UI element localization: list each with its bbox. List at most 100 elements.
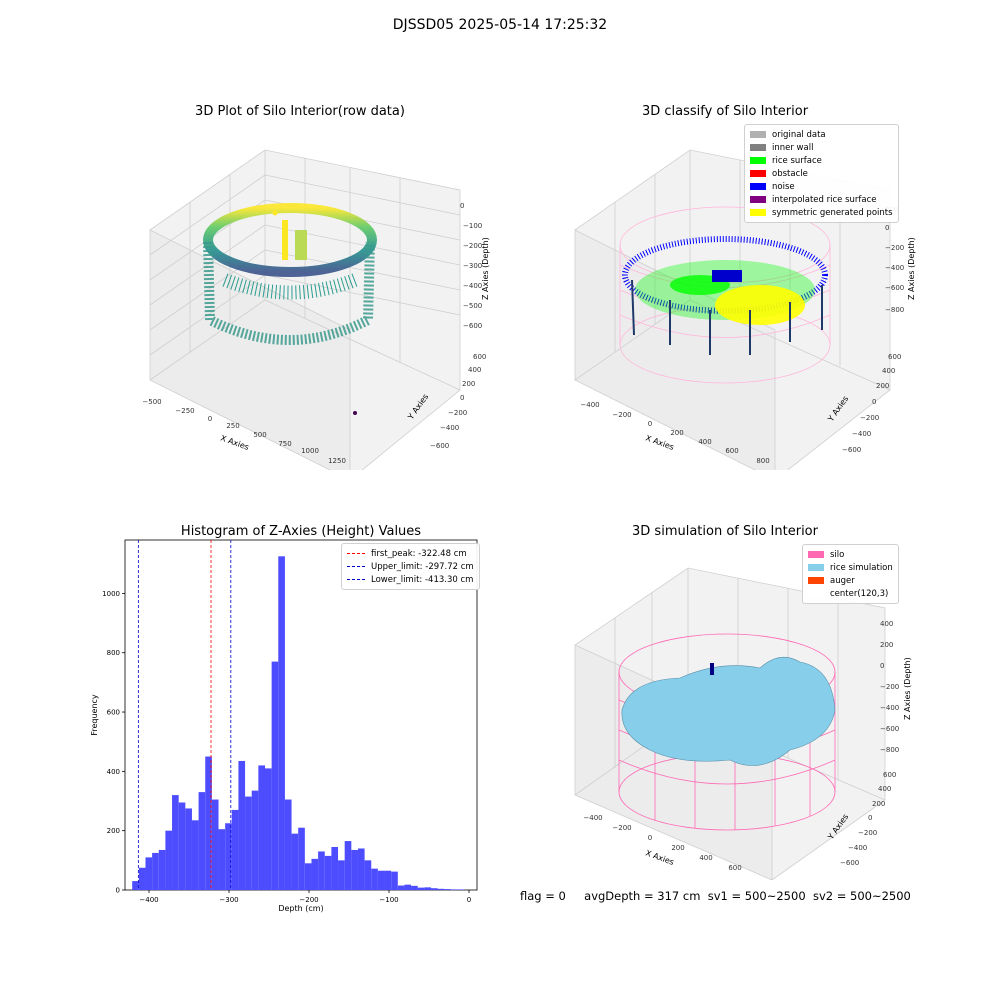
histogram-bar bbox=[132, 881, 139, 890]
legend-swatch bbox=[750, 144, 766, 151]
raw-z-label: Z Axies (Depth) bbox=[481, 237, 490, 300]
histogram-bar bbox=[198, 792, 206, 890]
svg-text:−300: −300 bbox=[463, 262, 482, 270]
histogram-bar bbox=[251, 790, 259, 890]
legend-swatch bbox=[750, 157, 766, 164]
raw-axes-box bbox=[149, 149, 461, 470]
simulation-panel-title: 3D simulation of Silo Interior bbox=[632, 524, 818, 539]
legend-swatch bbox=[750, 183, 766, 190]
histogram-bar bbox=[291, 833, 299, 890]
svg-text:−400: −400 bbox=[440, 424, 459, 432]
histogram-bar bbox=[138, 867, 146, 890]
histogram-bar bbox=[231, 809, 239, 890]
svg-text:400: 400 bbox=[699, 854, 712, 862]
legend-label: rice simulation bbox=[830, 562, 893, 573]
legend-swatch bbox=[808, 564, 824, 571]
histogram-bar bbox=[437, 888, 445, 890]
histogram-bar bbox=[344, 841, 352, 890]
legend-swatch bbox=[750, 196, 766, 203]
legend-line bbox=[347, 553, 365, 554]
simulation-tick-labels: −400 −200 0 200 400 600 −600−400−200 020… bbox=[583, 620, 899, 872]
svg-text:600: 600 bbox=[888, 353, 901, 361]
raw-x-label: X Axies bbox=[219, 433, 250, 452]
histogram-x-ticks: −400 −300 −200 −100 0 bbox=[139, 890, 471, 904]
histogram-vlines bbox=[137, 540, 232, 890]
histogram-bar bbox=[152, 852, 159, 890]
legend-swatch bbox=[750, 131, 766, 138]
svg-text:−500: −500 bbox=[463, 302, 482, 310]
legend-item: symmetric generated points bbox=[750, 206, 893, 219]
svg-text:−200: −200 bbox=[612, 824, 631, 832]
svg-text:−600: −600 bbox=[463, 322, 482, 330]
svg-text:−200: −200 bbox=[612, 411, 631, 419]
svg-text:0: 0 bbox=[460, 202, 464, 210]
histogram-bar bbox=[205, 756, 212, 890]
svg-text:−400: −400 bbox=[580, 401, 599, 409]
classify-panel-title: 3D classify of Silo Interior bbox=[641, 104, 809, 119]
svg-text:0: 0 bbox=[885, 224, 889, 232]
svg-text:−400: −400 bbox=[848, 844, 867, 852]
legend-item: interpolated rice surface bbox=[750, 193, 893, 206]
histogram-bar bbox=[457, 889, 465, 890]
svg-text:−200: −200 bbox=[858, 829, 877, 837]
status-line: flag = 0 avgDepth = 317 cm sv1 = 500~250… bbox=[520, 889, 911, 903]
raw-panel-title: 3D Plot of Silo Interior(row data) bbox=[195, 104, 405, 119]
histogram-chart[interactable]: −400 −300 −200 −100 0 0 200 400 600 800 1000 Dept… bbox=[0, 530, 500, 920]
classify-point-cloud bbox=[622, 236, 828, 355]
simulation-legend: silo rice simulation auger center(120,3) bbox=[802, 544, 899, 604]
svg-text:−200: −200 bbox=[448, 409, 467, 417]
status-sv2: sv2 = 500~2500 bbox=[812, 889, 911, 903]
histogram-bar bbox=[318, 851, 325, 890]
svg-text:0: 0 bbox=[868, 814, 872, 822]
legend-item: first_peak: -322.48 cm bbox=[347, 547, 474, 560]
histogram-bar bbox=[271, 661, 279, 890]
svg-text:600: 600 bbox=[728, 864, 741, 872]
simulation-rice-surface bbox=[621, 656, 836, 766]
svg-text:200: 200 bbox=[876, 382, 889, 390]
legend-label: symmetric generated points bbox=[772, 207, 893, 218]
histogram-y-label: Frequency bbox=[90, 694, 99, 736]
y-tick-label: 1000 bbox=[102, 590, 120, 598]
legend-item: center(120,3) bbox=[808, 587, 893, 600]
histogram-bar bbox=[145, 857, 153, 890]
simulation-auger bbox=[710, 663, 714, 675]
svg-text:600: 600 bbox=[473, 353, 486, 361]
svg-text:200: 200 bbox=[462, 380, 475, 388]
raw-3d-plot[interactable]: −500 −250 0 250 500 750 1000 1250 −600 −4… bbox=[130, 130, 500, 470]
histogram-legend: first_peak: -322.48 cm Upper_limit: -297… bbox=[341, 543, 480, 590]
y-tick-label: 800 bbox=[107, 649, 120, 657]
svg-text:−200: −200 bbox=[880, 683, 899, 691]
histogram-bar bbox=[444, 889, 451, 890]
y-tick-label: 400 bbox=[107, 768, 120, 776]
svg-text:0: 0 bbox=[208, 415, 212, 423]
histogram-bar bbox=[404, 884, 412, 890]
histogram-bar bbox=[225, 823, 232, 890]
legend-item: silo bbox=[808, 548, 893, 561]
legend-label: silo bbox=[830, 549, 845, 560]
svg-text:−200: −200 bbox=[860, 414, 879, 422]
histogram-bar bbox=[357, 848, 365, 890]
svg-text:−100: −100 bbox=[463, 222, 482, 230]
histogram-bar bbox=[245, 796, 252, 890]
svg-text:−400: −400 bbox=[885, 264, 904, 272]
svg-text:−200: −200 bbox=[463, 242, 482, 250]
svg-text:−200: −200 bbox=[885, 244, 904, 252]
svg-text:400: 400 bbox=[698, 438, 711, 446]
svg-text:800: 800 bbox=[756, 457, 769, 465]
legend-label: rice surface bbox=[772, 155, 822, 166]
legend-swatch bbox=[750, 170, 766, 177]
classify-3d-plot[interactable]: −400 −200 0 200 400 600 800 −600 −400 −200… bbox=[560, 130, 930, 470]
simulation-3d-plot[interactable]: −400 −200 0 200 400 600 −600−400−200 020… bbox=[560, 550, 930, 880]
legend-label: obstacle bbox=[772, 168, 808, 179]
histogram-bar bbox=[311, 858, 319, 890]
histogram-bar bbox=[238, 760, 246, 890]
histogram-bar bbox=[411, 885, 418, 890]
svg-text:600: 600 bbox=[883, 771, 896, 779]
histogram-bar bbox=[424, 887, 431, 890]
status-flag: flag = 0 bbox=[520, 889, 566, 903]
histogram-y-ticks: 0 200 400 600 800 1000 bbox=[102, 590, 125, 895]
svg-text:400: 400 bbox=[880, 620, 893, 628]
histogram-bar bbox=[304, 863, 312, 890]
histogram-bar bbox=[431, 888, 438, 890]
svg-text:200: 200 bbox=[880, 641, 893, 649]
